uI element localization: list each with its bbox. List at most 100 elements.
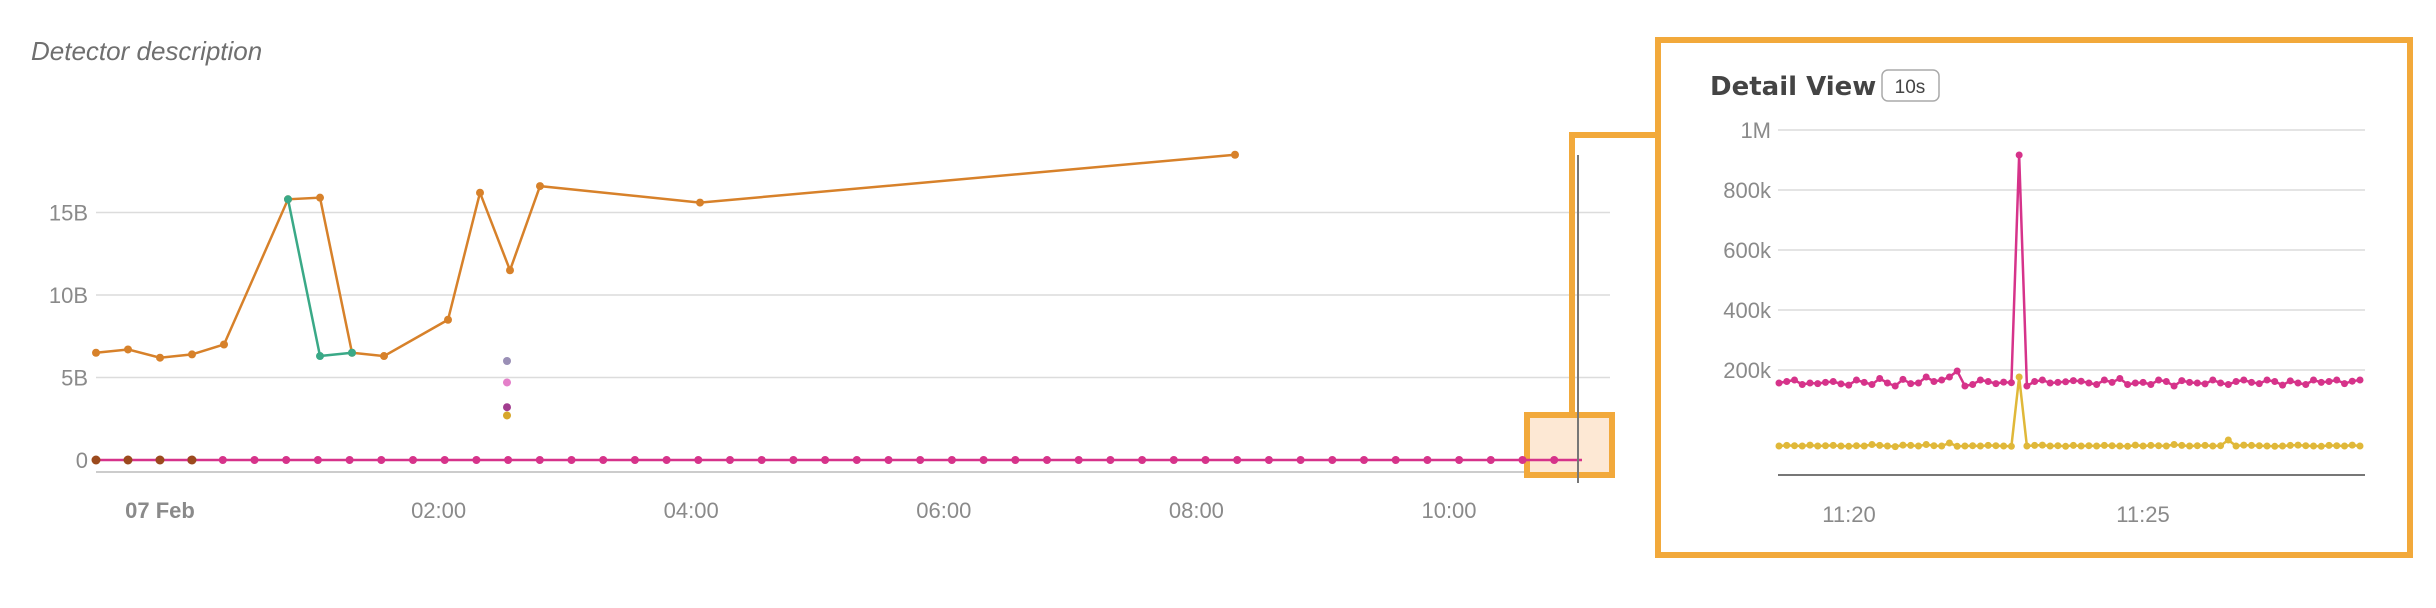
detail-series-point-magenta (1868, 381, 1876, 388)
detail-series-point-magenta (2077, 377, 2085, 385)
series-point-magenta (345, 456, 354, 464)
detail-series-point-magenta (1883, 379, 1891, 387)
detail-series-point-magenta (1852, 376, 1860, 384)
detail-grid (1778, 129, 2365, 476)
series-point-magenta (313, 456, 322, 464)
detail-series-point-yellow (1984, 441, 1992, 449)
detail-series-point-yellow (1876, 441, 1884, 449)
series-point-magenta (1264, 456, 1273, 464)
main-y-tick-label: 10B (49, 283, 88, 308)
detail-series-point-magenta (1969, 381, 1977, 388)
detail-series-point-magenta (1945, 373, 1953, 381)
detail-series-point-magenta (1775, 379, 1783, 387)
series-point-magenta (1233, 456, 1242, 464)
series-point-magenta (1138, 456, 1147, 464)
zoom-highlight-box[interactable] (1524, 412, 1615, 478)
detail-series-point-magenta (1783, 378, 1791, 385)
detail-series-point-magenta (2279, 381, 2287, 389)
detail-series-point-magenta (2108, 378, 2116, 386)
detail-series-point-yellow (2038, 441, 2046, 449)
detail-series-point-magenta (1976, 376, 1984, 384)
detail-series-point-magenta (2100, 376, 2108, 384)
detail-series-point-yellow (2162, 442, 2170, 450)
series-point-orange (220, 340, 228, 349)
detail-series-point-yellow (1976, 442, 1984, 450)
series-point-teal (348, 348, 356, 357)
detail-series-point-yellow (1922, 441, 1930, 448)
detail-series-point-magenta (2007, 379, 2015, 387)
series-point-magenta (662, 456, 671, 464)
detail-view-panel: Detail View 10s 200k 400k 600k 800k 1M 11:20… (1655, 37, 2413, 558)
detail-series-point-yellow (1798, 442, 1806, 450)
detail-series-point-yellow (2100, 441, 2108, 449)
detail-series-point-magenta (2325, 378, 2333, 385)
detail-series-point-yellow (2023, 442, 2031, 450)
main-y-tick-label: 5B (61, 366, 88, 391)
detail-series-point-magenta (1837, 380, 1845, 388)
detail-series-point-magenta (1860, 378, 1868, 386)
detail-series-point-yellow (1845, 442, 1853, 450)
detail-series-point-yellow (2007, 442, 2015, 450)
detail-series-point-yellow (2271, 442, 2279, 450)
detail-series-point-yellow (1907, 441, 1915, 449)
detail-series-point-magenta (2348, 377, 2356, 385)
detail-series-point-magenta (2046, 379, 2054, 387)
detail-series-point-yellow (2147, 441, 2155, 449)
detail-series-point-magenta (2170, 382, 2178, 390)
detail-series-point-yellow (2178, 441, 2186, 449)
detail-series-point-magenta (1876, 375, 1884, 382)
detail-series-point-magenta (1992, 380, 2000, 388)
detail-series-point-yellow (2069, 441, 2077, 449)
detail-series-point-yellow (2255, 442, 2263, 450)
interval-badge-label[interactable]: 10s (1895, 77, 1926, 98)
detail-series-point-yellow (1868, 441, 1876, 448)
detail-x-tick-label: 11:20 (1822, 502, 1875, 527)
series-point-magenta (1550, 456, 1559, 464)
interval-badge[interactable]: 10s (1881, 69, 1940, 102)
detail-series-point-yellow (1969, 442, 1977, 450)
interval-badge-box[interactable] (1881, 69, 1940, 102)
detail-series-point-magenta (1891, 382, 1899, 390)
detail-series-point-yellow (2201, 441, 2209, 449)
series-point-dark (187, 455, 197, 465)
series-point-magenta (599, 456, 608, 464)
detail-series-point-magenta (2038, 376, 2046, 384)
detail-view-frame (1655, 37, 2413, 558)
series-point-orange (444, 315, 452, 324)
detail-series-point-yellow (2341, 442, 2349, 450)
series-point-orange (380, 352, 388, 361)
detail-series-point-magenta (2186, 378, 2194, 386)
series-point-magenta (884, 456, 893, 464)
detail-series-point-magenta (2224, 381, 2232, 388)
zoom-highlight-region[interactable] (1524, 412, 1615, 478)
scatter-point (503, 378, 511, 387)
detail-series-point-magenta (2131, 379, 2139, 387)
detail-series-point-yellow (2217, 442, 2225, 450)
series-point-magenta (1518, 456, 1527, 464)
detail-series-point-yellow (1775, 442, 1783, 450)
detail-x-ticks: 11:20 11:25 (1822, 502, 2169, 527)
detail-connector (1569, 132, 1659, 417)
series-point-magenta (916, 456, 925, 464)
detail-series-point-yellow (2310, 442, 2318, 450)
detail-series-point-yellow (2186, 442, 2194, 450)
detail-series-point-yellow (2333, 442, 2341, 450)
main-x-tick-label: 07 Feb (125, 498, 195, 523)
detail-series-point-yellow (1821, 442, 1829, 450)
detail-series-point-magenta (2093, 381, 2101, 388)
detail-series-point-yellow (1790, 442, 1798, 450)
detail-series-point-yellow (2325, 441, 2333, 449)
main-x-ticks: 07 Feb 02:00 04:00 06:00 08:00 10:00 (125, 498, 1476, 523)
detail-series-point-magenta (2209, 376, 2217, 384)
series-point-magenta (472, 456, 481, 464)
detail-series-point-magenta (2162, 378, 2170, 385)
detail-series-point-magenta (2015, 151, 2023, 159)
series-point-magenta (821, 456, 830, 464)
detail-series-point-yellow (2248, 441, 2256, 449)
detail-series-point-magenta (2310, 376, 2318, 384)
detail-series-point-magenta (2317, 378, 2325, 386)
series-point-magenta (1328, 456, 1337, 464)
detail-series-point-yellow (2263, 442, 2271, 450)
detail-x-tick-label: 11:25 (2116, 502, 2169, 527)
detail-series-point-yellow (2031, 441, 2039, 449)
